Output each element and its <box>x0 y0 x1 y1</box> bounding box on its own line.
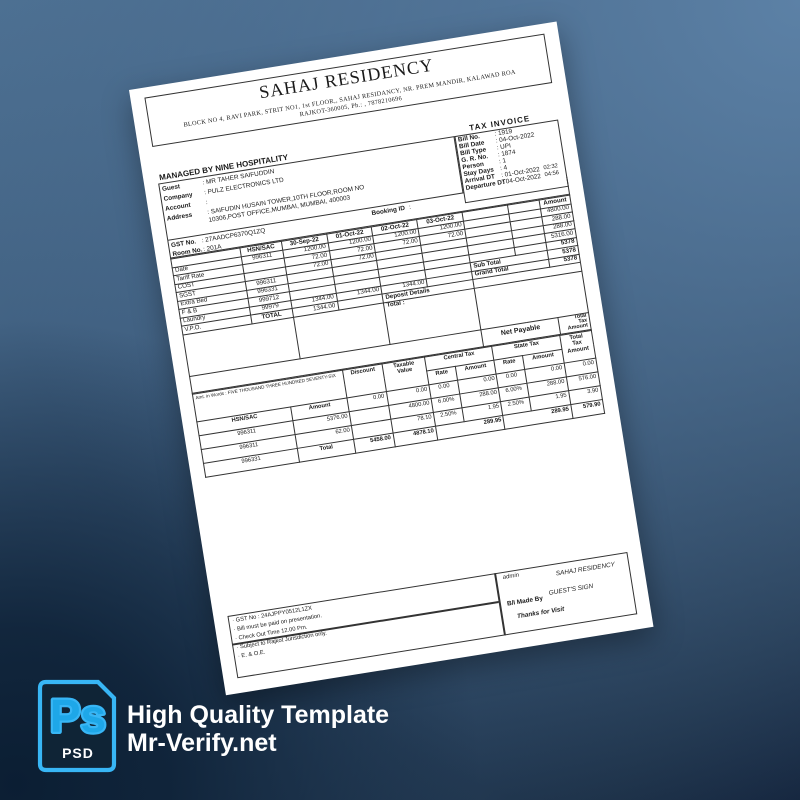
svg-text:PSD: PSD <box>62 745 94 761</box>
svg-text:Ps: Ps <box>50 690 106 742</box>
